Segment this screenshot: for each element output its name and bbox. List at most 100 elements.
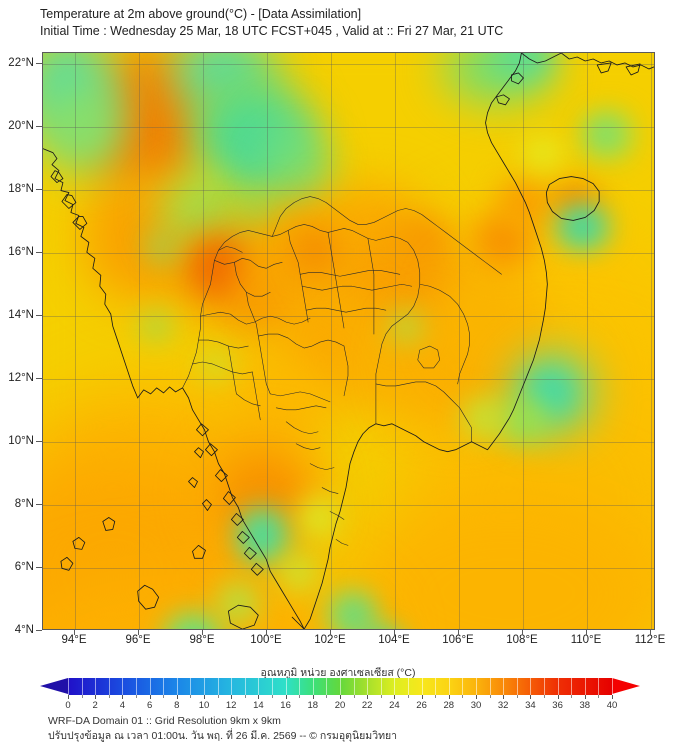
colorbar-tick-label: 24 xyxy=(389,700,400,711)
colorbar-band-separator xyxy=(584,678,586,695)
colorbar-band-separator xyxy=(81,678,83,695)
colorbar-tick-mark xyxy=(340,695,341,699)
colorbar-band-separator xyxy=(448,678,450,695)
colorbar-tick-mark xyxy=(367,695,369,699)
colorbar-tick-label: 4 xyxy=(119,700,126,711)
colorbar-tick-label: 34 xyxy=(525,700,536,711)
colorbar-band-separator xyxy=(340,678,341,695)
y-tick-label: 10°N xyxy=(8,435,34,447)
y-tick-mark xyxy=(36,504,42,505)
gridline-horizontal xyxy=(43,568,654,569)
colorbar-tick-label: 36 xyxy=(552,700,563,711)
colorbar-band-separator xyxy=(217,678,219,695)
colorbar-band-separator xyxy=(353,678,355,695)
colorbar-tick-mark xyxy=(380,695,382,698)
colorbar-band-separator xyxy=(516,678,518,695)
colorbar-band-separator xyxy=(190,678,192,695)
colorbar-tick-mark xyxy=(394,695,396,699)
colorbar-tick-mark xyxy=(598,695,600,698)
x-tick-mark xyxy=(202,630,203,635)
colorbar-tick-mark xyxy=(530,695,532,699)
gridline-vertical xyxy=(139,53,140,629)
gridline-vertical xyxy=(75,53,76,629)
colorbar-tick-label: 16 xyxy=(280,700,291,711)
colorbar-tick-mark xyxy=(435,695,437,698)
colorbar-tick-label: 38 xyxy=(579,700,591,711)
y-tick-mark xyxy=(36,567,42,568)
x-tick-label: 112°E xyxy=(634,634,666,646)
colorbar-tick-label: 20 xyxy=(334,700,346,711)
colorbar-tick-mark xyxy=(190,695,192,698)
gridline-vertical xyxy=(523,53,524,629)
colorbar-tick-mark xyxy=(503,695,505,699)
colorbar-band-separator xyxy=(367,678,369,695)
colorbar-tick-label: 14 xyxy=(253,700,264,711)
colorbar-band-separator xyxy=(68,678,69,695)
x-tick-label: 100°E xyxy=(250,634,282,646)
colorbar-tick-label: 30 xyxy=(470,700,482,711)
y-tick-label: 8°N xyxy=(14,498,34,510)
colorbar-under-cap xyxy=(40,678,68,694)
x-tick-mark xyxy=(522,630,523,635)
colorbar-tick-mark xyxy=(258,695,260,699)
y-tick-mark xyxy=(36,126,42,127)
gridline-vertical xyxy=(587,53,588,629)
colorbar-band-separator xyxy=(285,678,287,695)
colorbar-band-separator xyxy=(421,678,423,695)
colorbar-tick-mark xyxy=(204,695,205,699)
page-title: Temperature at 2m above ground(°C) - [Da… xyxy=(40,7,362,21)
temperature-field xyxy=(43,53,654,629)
colorbar-tick-label: 26 xyxy=(416,700,427,711)
colorbar-tick-mark xyxy=(557,695,559,699)
colorbar-tick-label: 6 xyxy=(146,700,153,711)
colorbar-tick-label: 10 xyxy=(198,700,210,711)
colorbar-tick-mark xyxy=(584,695,586,699)
gridline-horizontal xyxy=(43,253,654,254)
colorbar-tick-label: 12 xyxy=(225,700,237,711)
colorbar-band-separator xyxy=(136,678,137,695)
colorbar-band-separator xyxy=(312,678,314,695)
colorbar-tick-mark xyxy=(299,695,301,698)
colorbar-tick-mark xyxy=(81,695,83,698)
colorbar: 0 2 4 6 8 10 12 14 16 18 20 22 24 26 28 30 32 34 36 38 40 xyxy=(40,678,640,711)
colorbar-tick-label: 2 xyxy=(92,700,98,711)
y-tick-label: 16°N xyxy=(8,246,34,258)
colorbar-band-separator xyxy=(394,678,396,695)
colorbar-band-separator xyxy=(244,678,246,695)
x-tick-label: 102°E xyxy=(314,634,346,646)
colorbar-band-separator xyxy=(544,678,545,695)
gridline-vertical xyxy=(267,53,268,629)
gridline-horizontal xyxy=(43,379,654,380)
map-plot-area xyxy=(42,52,655,630)
colorbar-band-separator xyxy=(489,678,491,695)
colorbar-band-separator xyxy=(204,678,205,695)
colorbar-over-cap xyxy=(612,678,640,694)
y-tick-mark xyxy=(36,630,42,631)
colorbar-band-separator xyxy=(557,678,559,695)
colorbar-tick-mark xyxy=(68,695,69,699)
colorbar-tick-label: 8 xyxy=(174,700,180,711)
colorbar-tick-mark xyxy=(312,695,314,699)
colorbar-band-separator xyxy=(530,678,532,695)
y-tick-mark xyxy=(36,315,42,316)
colorbar-tick-label: 28 xyxy=(443,700,455,711)
chart-subtitle: Initial Time : Wednesday 25 Mar, 18 UTC … xyxy=(40,24,504,38)
colorbar-tick-mark xyxy=(448,695,450,699)
colorbar-band-separator xyxy=(258,678,260,695)
colorbar-band-separator xyxy=(503,678,505,695)
y-tick-mark xyxy=(36,378,42,379)
colorbar-band-separator xyxy=(380,678,382,695)
colorbar-tick-mark xyxy=(421,695,423,699)
gridline-horizontal xyxy=(43,64,654,65)
colorbar-tick-mark xyxy=(571,695,573,698)
y-tick-label: 12°N xyxy=(8,372,34,384)
x-tick-mark xyxy=(74,630,75,635)
x-tick-mark xyxy=(394,630,395,635)
y-tick-label: 20°N xyxy=(8,120,34,132)
colorbar-band-separator xyxy=(571,678,573,695)
colorbar-tick-mark xyxy=(95,695,97,699)
colorbar-tick-label: 18 xyxy=(307,700,319,711)
colorbar-tick-mark xyxy=(136,695,137,698)
colorbar-title: อุณหภูมิ หน่วย องศาเซลเซียส (°C) xyxy=(260,667,416,679)
x-tick-mark xyxy=(330,630,331,635)
